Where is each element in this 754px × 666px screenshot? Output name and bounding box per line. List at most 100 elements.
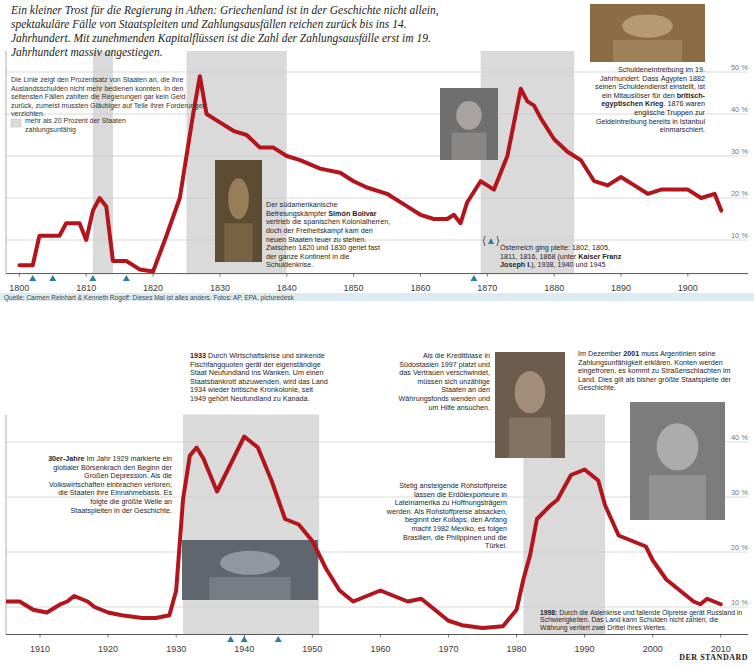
x-tick-label: 1860 (410, 283, 430, 293)
annotation: Im Dezember 2001 muss Argentinien seine … (578, 350, 745, 393)
credit: DER STANDARD (679, 653, 748, 662)
photo (440, 88, 498, 160)
x-tick-label: 2000 (643, 644, 663, 654)
x-tick-label: 1940 (234, 644, 254, 654)
x-tick (687, 274, 688, 277)
photo-detail (456, 101, 482, 130)
x-tick (516, 635, 517, 638)
x-tick (652, 635, 653, 638)
default-marker (89, 275, 96, 281)
annotation-text: Im Dezember (578, 349, 623, 358)
x-tick (420, 274, 421, 277)
photo (215, 160, 262, 262)
photo-detail (224, 223, 252, 262)
annotation-text: Als die Kreditblase in Südostasien 1997 … (398, 351, 490, 412)
x-tick-label: 1920 (98, 644, 118, 654)
x-tick-label: 1980 (507, 644, 527, 654)
y-tick-label: 30 % (731, 147, 748, 156)
marker-icon (484, 236, 499, 246)
y-tick-label: 20 % (731, 189, 748, 198)
y-tick-label: 10 % (731, 231, 748, 240)
photo-detail (228, 178, 249, 219)
x-tick (487, 274, 488, 277)
x-tick (620, 274, 621, 277)
x-tick (153, 274, 154, 277)
x-tick-label: 1890 (611, 283, 631, 293)
x-tick (176, 635, 177, 638)
annotation-text: Der südamerikanische Befreiungskämpfer (266, 200, 338, 218)
photo-detail (622, 14, 673, 37)
source: Quelle: Carmen Reinhart & Kenneth Rogoff… (4, 294, 294, 301)
photo-detail (452, 133, 487, 160)
source-strip (0, 293, 754, 301)
y-tick-label: 30 % (731, 488, 748, 497)
photo (182, 540, 318, 600)
infographic: 1800181018201830184018501860187018801890… (0, 0, 754, 666)
y-axis (6, 51, 7, 274)
legend-swatch (11, 119, 21, 127)
annotation: Als die Kreditblase in Südostasien 1997 … (395, 352, 490, 412)
y-tick-label: 50 % (731, 63, 748, 72)
photo-detail (209, 577, 291, 600)
annotation-text: Durch Wirtschaftskrise und sinkende Fisc… (190, 351, 328, 403)
title: Ein kleiner Trost für die Regierung in A… (11, 3, 451, 59)
annotation-text: Durch die Asienkrise und fallende Ölprei… (540, 609, 742, 632)
annotation-text: 1933 (190, 351, 206, 360)
default-marker (275, 636, 282, 642)
default-marker (49, 275, 56, 281)
annotation-text: 1998: (540, 609, 557, 616)
annotation: Österreich ging pleite: 1802, 1805, 1811… (500, 244, 625, 270)
x-tick-label: 1840 (277, 283, 297, 293)
annotation-text: Im Jahr 1929 markierte ein globaler Börs… (49, 454, 172, 515)
x-tick-label: 2010 (711, 644, 731, 654)
photo-detail (509, 418, 551, 458)
annotation-text: 30er-Jahre (48, 454, 84, 463)
default-marker (227, 636, 234, 642)
x-tick (720, 635, 721, 638)
x-tick-label: 1970 (438, 644, 458, 654)
x-tick (108, 635, 109, 638)
y-tick-label: 10 % (731, 598, 748, 607)
grid-line (6, 198, 748, 199)
grid-line (6, 156, 748, 157)
y-tick-label: 40 % (731, 433, 748, 442)
default-marker (29, 275, 36, 281)
x-axis (6, 634, 748, 635)
x-tick (353, 274, 354, 277)
x-tick (19, 274, 20, 277)
subtitle: Die Linie zeigt den Prozentsatz von Staa… (11, 76, 207, 119)
legend-label: mehr als 20 Prozent der Staaten zahlungs… (25, 117, 135, 134)
x-tick-label: 1800 (9, 283, 29, 293)
x-tick-label: 1880 (544, 283, 564, 293)
annotation-text: vertrieb die spanischen Kolonialherren, … (266, 217, 390, 269)
photo (590, 4, 705, 62)
photo (630, 402, 725, 520)
x-tick (554, 274, 555, 277)
x-tick (86, 274, 87, 277)
x-tick-label: 1960 (370, 644, 390, 654)
x-tick (380, 635, 381, 638)
x-tick-label: 1870 (477, 283, 497, 293)
marker-icon (488, 238, 494, 244)
x-tick (286, 274, 287, 277)
default-marker (241, 636, 248, 642)
x-tick (219, 274, 220, 277)
annotation: 1933 Durch Wirtschaftskrise und sinkende… (190, 352, 330, 404)
annotation-text: Simón Bolívar (328, 209, 376, 218)
photo-detail (613, 40, 682, 62)
grid-line (6, 552, 748, 553)
plot-area (6, 437, 721, 628)
annotation: 1998: Durch die Asienkrise und fallende … (540, 609, 746, 632)
x-tick-label: 1820 (143, 283, 163, 293)
y-tick-label: 20 % (731, 543, 748, 552)
annotation-text: 2001 (623, 349, 639, 358)
annotation-text: Stetig ansteigende Rohstoffpreise lassen… (387, 481, 507, 550)
x-tick-label: 1990 (575, 644, 595, 654)
x-tick-label: 1900 (678, 283, 698, 293)
x-tick-label: 1950 (302, 644, 322, 654)
grid-line (6, 240, 748, 241)
annotation: Schuldeneintreibung im 19. Jahrhundert: … (585, 66, 705, 135)
x-tick-label: 1930 (166, 644, 186, 654)
grid-line (6, 607, 748, 608)
default-rate-line (6, 437, 721, 628)
